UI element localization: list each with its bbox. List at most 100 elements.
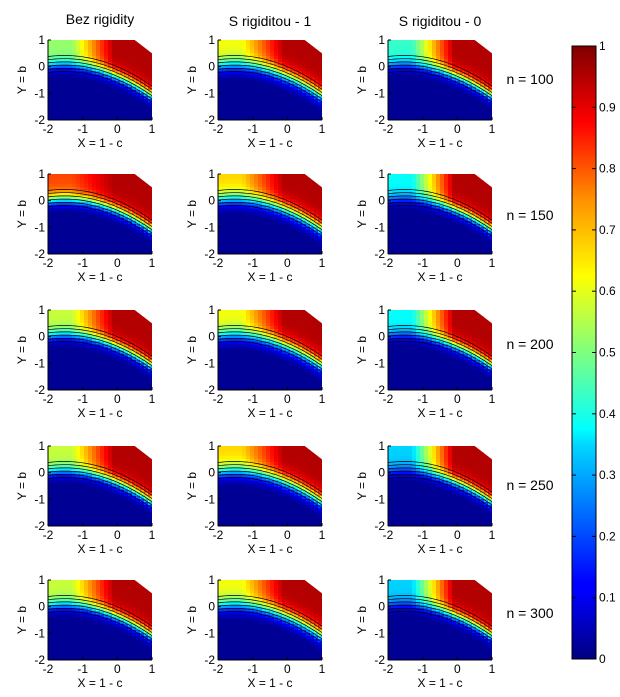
heatmap-cell <box>120 73 125 78</box>
heatmap-cell <box>60 204 65 209</box>
heatmap-cell <box>270 73 275 78</box>
heatmap-cell <box>432 116 437 120</box>
heatmap-cell <box>96 325 101 330</box>
heatmap-cell <box>436 238 441 243</box>
heatmap-cell <box>100 319 105 323</box>
heatmap-cell <box>404 40 409 44</box>
heatmap-cell <box>124 319 129 323</box>
x-tick-label: 1 <box>149 392 156 406</box>
heatmap-cell <box>222 198 227 203</box>
heatmap-cell <box>80 238 85 243</box>
heatmap-cell <box>96 46 101 50</box>
heatmap-cell <box>294 104 299 109</box>
heatmap-cell <box>226 61 231 66</box>
heatmap-cell <box>294 86 299 90</box>
heatmap-cell <box>392 183 397 187</box>
heatmap-cell <box>298 55 303 60</box>
heatmap-cell <box>408 73 413 78</box>
heatmap-cell <box>52 353 57 357</box>
heatmap-cell <box>290 43 295 47</box>
heatmap-cell <box>476 229 481 234</box>
heatmap-cell <box>420 52 425 56</box>
heatmap-cell <box>148 52 152 56</box>
heatmap-cell <box>52 313 57 317</box>
heatmap-cell <box>128 55 133 60</box>
heatmap-cell <box>278 241 283 246</box>
heatmap-cell <box>64 46 69 50</box>
heatmap-cell <box>64 116 69 120</box>
heatmap-cell <box>56 49 61 53</box>
heatmap-cell <box>84 383 89 388</box>
heatmap-cell <box>282 241 287 246</box>
heatmap-cell <box>310 183 315 187</box>
heatmap-cell <box>480 64 485 69</box>
heatmap-cell <box>488 244 492 249</box>
heatmap-cell <box>72 67 77 72</box>
heatmap-cell <box>96 186 101 190</box>
heatmap-cell <box>420 244 425 249</box>
heatmap-cell <box>128 180 133 184</box>
heatmap-cell <box>400 58 405 63</box>
heatmap-cell <box>222 43 227 47</box>
heatmap-cell <box>404 104 409 109</box>
heatmap-cell <box>92 316 97 320</box>
heatmap-cell <box>460 64 465 69</box>
heatmap-cell <box>230 101 235 106</box>
heatmap-cell <box>48 238 53 243</box>
heatmap-cell <box>250 247 255 252</box>
heatmap-cell <box>218 325 223 330</box>
heatmap-cell <box>460 229 465 234</box>
heatmap-cell <box>306 67 311 72</box>
heatmap-cell <box>238 113 243 118</box>
heatmap-cell <box>60 313 65 317</box>
heatmap-cell <box>140 362 145 366</box>
heatmap-cell <box>388 101 393 106</box>
heatmap-cell <box>48 46 53 50</box>
heatmap-cell <box>96 80 101 84</box>
heatmap-cell <box>294 67 299 72</box>
heatmap-cell <box>400 70 405 75</box>
heatmap-cell <box>112 198 117 203</box>
heatmap-cell <box>226 116 231 120</box>
heatmap-cell <box>472 110 477 115</box>
heatmap-cell <box>56 64 61 69</box>
heatmap-cell <box>112 83 117 87</box>
y-tick-label: -1 <box>34 86 45 100</box>
heatmap-cell <box>424 198 429 203</box>
heatmap-cell <box>420 210 425 215</box>
heatmap-cell <box>408 192 413 197</box>
heatmap-cell <box>464 104 469 109</box>
heatmap-cell <box>132 238 137 243</box>
heatmap-cell <box>84 174 89 178</box>
heatmap-cell <box>218 95 223 100</box>
heatmap-cell <box>456 217 461 221</box>
heatmap-cell <box>440 180 445 184</box>
heatmap-cell <box>298 177 303 181</box>
heatmap-cell <box>144 241 149 246</box>
heatmap-cell <box>144 183 149 187</box>
y-axis-label: Y = b <box>15 200 29 228</box>
heatmap-cell <box>460 192 465 197</box>
heatmap-cell <box>242 70 247 75</box>
heatmap-cell <box>270 183 275 187</box>
heatmap-cell <box>144 322 149 326</box>
heatmap-cell <box>108 186 113 190</box>
heatmap-cell <box>234 43 239 47</box>
heatmap-cell <box>226 235 231 240</box>
heatmap-cell <box>270 67 275 72</box>
heatmap-cell <box>262 204 267 209</box>
heatmap-cell <box>120 223 125 227</box>
heatmap-cell <box>460 92 465 96</box>
heatmap-cell <box>396 86 401 90</box>
heatmap-cell <box>404 113 409 118</box>
heatmap-cell <box>294 113 299 118</box>
heatmap-cell <box>310 241 315 246</box>
heatmap-cell <box>96 174 101 178</box>
heatmap-cell <box>148 189 152 194</box>
heatmap-cell <box>226 241 231 246</box>
heatmap-cell <box>468 92 473 96</box>
heatmap-cell <box>310 250 315 254</box>
heatmap-cell <box>60 76 65 81</box>
heatmap-cell <box>56 107 61 112</box>
heatmap-cell <box>84 368 89 373</box>
